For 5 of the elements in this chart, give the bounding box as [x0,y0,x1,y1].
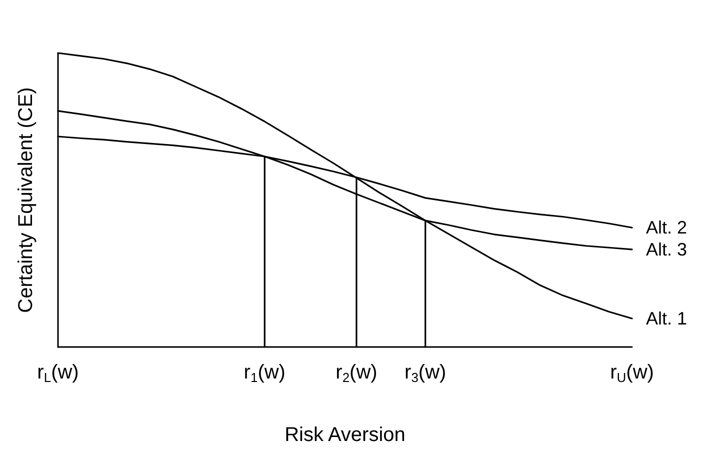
series-label: Alt. 3 [646,239,688,260]
x-axis-title: Risk Aversion [284,424,406,446]
series-label: Alt. 1 [646,308,688,328]
series-label: Alt. 2 [646,218,688,238]
y-axis-title: Certainty Equivalent (CE) [15,87,37,313]
